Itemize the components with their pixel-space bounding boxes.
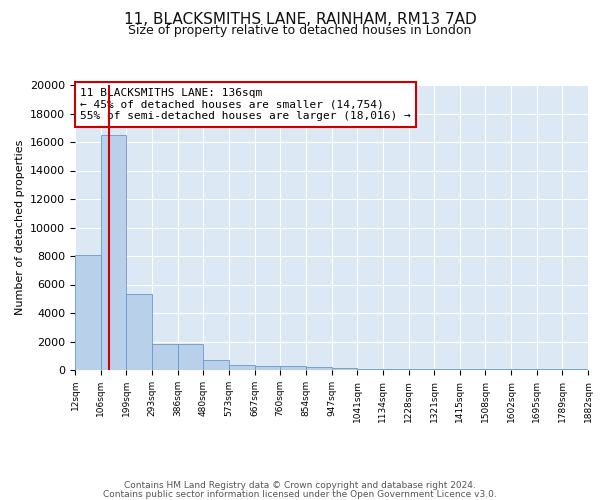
Text: Contains HM Land Registry data © Crown copyright and database right 2024.: Contains HM Land Registry data © Crown c…: [124, 481, 476, 490]
Bar: [280, 366, 306, 370]
Bar: [152, 344, 178, 370]
Text: Size of property relative to detached houses in London: Size of property relative to detached ho…: [128, 24, 472, 37]
Text: 11 BLACKSMITHS LANE: 136sqm
← 45% of detached houses are smaller (14,754)
55% of: 11 BLACKSMITHS LANE: 136sqm ← 45% of det…: [80, 88, 411, 121]
Bar: [203, 360, 229, 370]
Bar: [127, 294, 152, 370]
Bar: [75, 254, 101, 370]
Bar: [331, 368, 357, 370]
Bar: [306, 367, 331, 370]
Bar: [229, 365, 254, 370]
Bar: [101, 135, 127, 370]
Text: Contains public sector information licensed under the Open Government Licence v3: Contains public sector information licen…: [103, 490, 497, 499]
Text: 11, BLACKSMITHS LANE, RAINHAM, RM13 7AD: 11, BLACKSMITHS LANE, RAINHAM, RM13 7AD: [124, 12, 476, 28]
Bar: [254, 366, 280, 370]
Bar: [178, 344, 203, 370]
Y-axis label: Number of detached properties: Number of detached properties: [14, 140, 25, 315]
